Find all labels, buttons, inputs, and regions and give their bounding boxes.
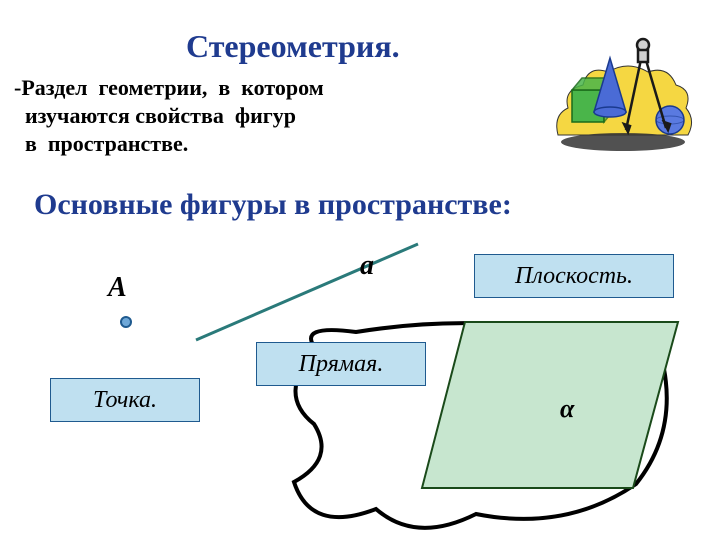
label-line-text: Прямая. <box>299 351 384 378</box>
definition-line-3: в пространстве. <box>14 130 324 158</box>
definition-line-2: изучаются свойства фигур <box>14 102 324 130</box>
label-box-point: Точка. <box>50 378 200 422</box>
plane-parallelogram <box>420 320 680 490</box>
point-dot <box>120 316 132 328</box>
plane-alpha-label: α <box>560 394 574 424</box>
point-letter-a: A <box>108 272 127 304</box>
label-box-line: Прямая. <box>256 342 426 386</box>
geometry-illustration <box>548 20 698 160</box>
page-title: Стереометрия. <box>186 28 400 65</box>
label-point-text: Точка. <box>93 387 157 414</box>
line-segment <box>193 241 421 343</box>
line-letter-a: a <box>360 250 374 282</box>
label-box-plane: Плоскость. <box>474 254 674 298</box>
label-plane-text: Плоскость. <box>515 263 633 290</box>
subtitle: Основные фигуры в пространстве: <box>34 188 512 222</box>
definition-block: -Раздел геометрии, в котором изучаются с… <box>14 74 324 158</box>
definition-line-1: -Раздел геометрии, в котором <box>14 74 324 102</box>
